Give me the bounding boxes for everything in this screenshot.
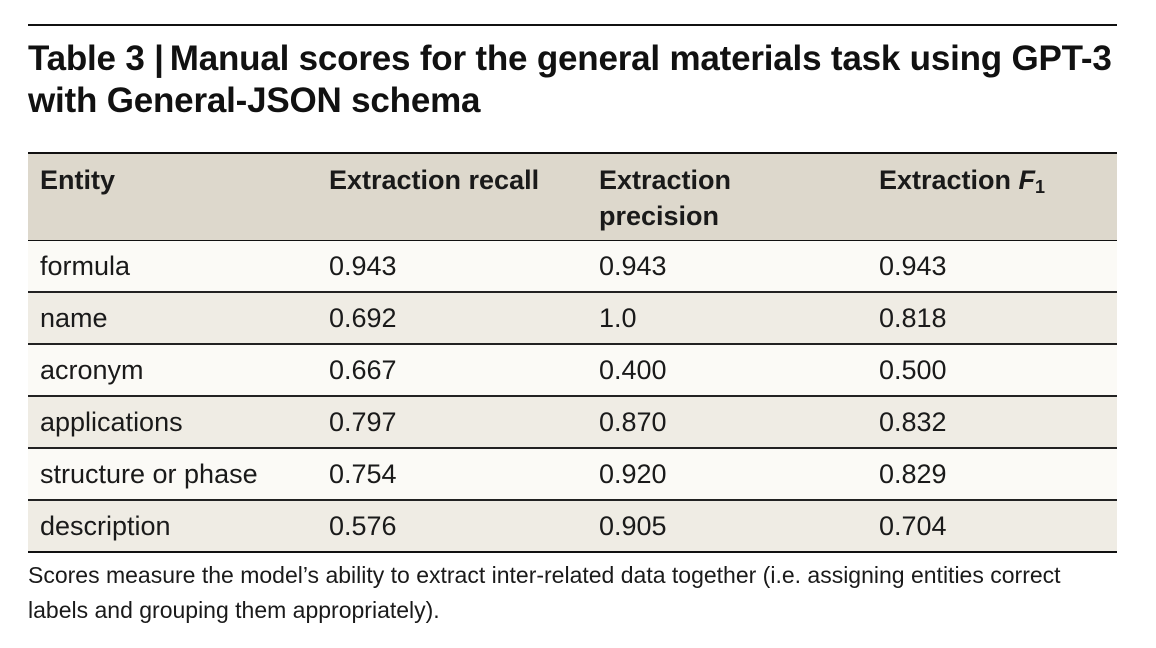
table-body: formula 0.943 0.943 0.943 name 0.692 1.0…: [28, 240, 1117, 553]
table-row: structure or phase 0.754 0.920 0.829: [28, 448, 1117, 501]
cell-recall: 0.754: [329, 459, 397, 490]
table-row: description 0.576 0.905 0.704: [28, 500, 1117, 553]
cell-recall: 0.692: [329, 303, 397, 334]
header-recall: Extraction recall: [329, 165, 540, 195]
cell-entity: acronym: [40, 355, 144, 386]
cell-f1: 0.818: [879, 303, 947, 334]
cell-recall: 0.797: [329, 407, 397, 438]
cell-f1: 0.832: [879, 407, 947, 438]
cell-recall: 0.576: [329, 511, 397, 542]
cell-recall: 0.943: [329, 251, 397, 282]
table-header: Entity Extraction recall Extraction prec…: [28, 153, 1117, 241]
cell-precision: 0.400: [599, 355, 667, 386]
table-row: formula 0.943 0.943 0.943: [28, 240, 1117, 293]
top-rule: [28, 24, 1117, 26]
cell-precision: 0.870: [599, 407, 667, 438]
cell-precision: 1.0: [599, 303, 637, 334]
cell-entity: structure or phase: [40, 459, 258, 490]
cell-recall: 0.667: [329, 355, 397, 386]
table-title: Table 3 | Manual scores for the general m…: [28, 38, 1117, 122]
cell-precision: 0.943: [599, 251, 667, 282]
scores-table: Entity Extraction recall Extraction prec…: [28, 152, 1117, 553]
header-f1: Extraction F1: [867, 153, 1117, 241]
table-row: acronym 0.667 0.400 0.500: [28, 344, 1117, 397]
cell-entity: name: [40, 303, 108, 334]
cell-f1: 0.829: [879, 459, 947, 490]
cell-f1: 0.500: [879, 355, 947, 386]
cell-f1: 0.943: [879, 251, 947, 282]
cell-precision: 0.905: [599, 511, 667, 542]
table-row: name 0.692 1.0 0.818: [28, 292, 1117, 345]
cell-entity: formula: [40, 251, 131, 282]
header-f1-prefix: Extraction: [879, 165, 1019, 195]
cell-entity: applications: [40, 407, 183, 438]
header-f1-variable: F: [1018, 165, 1036, 195]
header-f1-subscript: 1: [1035, 177, 1046, 197]
header-precision: Extraction precision: [599, 165, 732, 231]
cell-entity: description: [40, 511, 171, 542]
table-row: applications 0.797 0.870 0.832: [28, 396, 1117, 449]
table-footnote: Scores measure the model’s ability to ex…: [28, 562, 1061, 623]
cell-f1: 0.704: [879, 511, 947, 542]
header-row: Entity Extraction recall Extraction prec…: [28, 153, 1117, 241]
table-caption: Manual scores for the general materials …: [28, 39, 1112, 120]
cell-precision: 0.920: [599, 459, 667, 490]
table-label: Table 3 |: [28, 39, 164, 78]
header-entity: Entity: [40, 165, 116, 195]
